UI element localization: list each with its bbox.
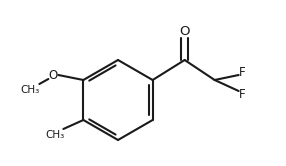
Text: F: F xyxy=(239,66,246,79)
Text: O: O xyxy=(179,25,190,38)
Text: CH₃: CH₃ xyxy=(21,85,40,95)
Text: O: O xyxy=(49,69,58,82)
Text: CH₃: CH₃ xyxy=(46,130,65,140)
Text: F: F xyxy=(239,87,246,100)
